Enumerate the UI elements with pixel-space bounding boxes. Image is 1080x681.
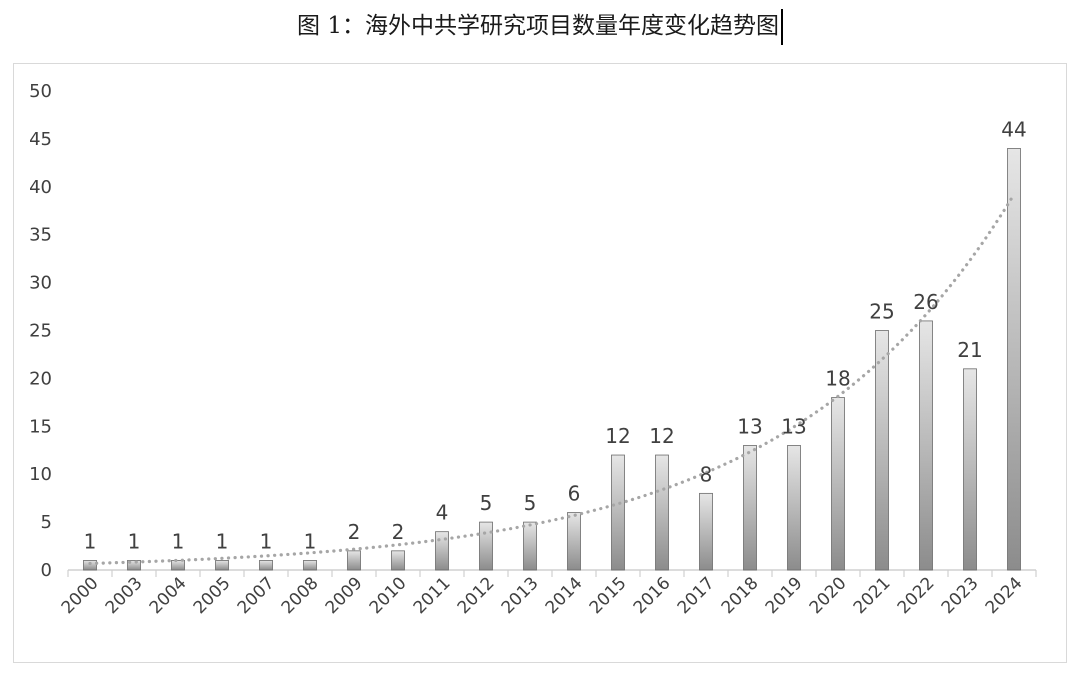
x-tick-label: 2012 — [454, 573, 499, 618]
data-label: 2 — [348, 520, 361, 544]
figure-caption: 图 1：海外中共学研究项目数量年度变化趋势图 — [0, 8, 1080, 45]
bar — [1007, 148, 1021, 571]
data-label: 25 — [869, 300, 894, 324]
data-label: 21 — [957, 338, 982, 362]
bar — [171, 560, 185, 571]
y-tick-label: 15 — [29, 416, 52, 437]
bar — [215, 560, 229, 571]
y-tick-label: 20 — [29, 368, 52, 389]
x-tick-label: 2014 — [542, 573, 587, 618]
data-label: 8 — [700, 462, 713, 486]
bar — [831, 397, 845, 571]
bars — [83, 148, 1021, 571]
x-tick-label: 2004 — [146, 573, 191, 618]
x-tick-labels: 2000 2003 2004 2005 2007 2008 2009 2010 2011 2012… — [58, 573, 1027, 618]
x-tick-label: 2000 — [58, 573, 103, 618]
bar — [83, 560, 97, 571]
x-tick-label: 2008 — [278, 573, 323, 618]
x-tick-label: 2016 — [630, 573, 675, 618]
data-label: 13 — [781, 414, 806, 438]
data-label: 5 — [480, 491, 493, 515]
y-tick-label: 5 — [41, 512, 52, 533]
y-tick-labels: 0 5 10 15 20 25 30 35 40 45 50 — [29, 81, 52, 581]
bar — [391, 550, 405, 571]
y-tick-label: 50 — [29, 81, 52, 102]
data-label: 5 — [524, 491, 537, 515]
data-label: 1 — [216, 529, 229, 553]
bar — [567, 512, 581, 571]
x-tick-label: 2007 — [234, 573, 279, 618]
x-tick-label: 2005 — [190, 573, 235, 618]
y-tick-label: 25 — [29, 321, 52, 342]
y-tick-label: 10 — [29, 464, 52, 485]
data-label: 12 — [605, 424, 630, 448]
x-tick-label: 2018 — [718, 573, 763, 618]
y-tick-label: 40 — [29, 177, 52, 198]
bar — [479, 521, 493, 571]
data-label: 1 — [84, 529, 97, 553]
axes — [67, 569, 1037, 577]
data-label: 26 — [913, 290, 938, 314]
data-label: 1 — [304, 529, 317, 553]
data-label: 44 — [1001, 117, 1026, 141]
bar — [743, 445, 757, 571]
y-tick-label: 45 — [29, 129, 52, 150]
bar — [919, 320, 933, 571]
y-tick-label: 30 — [29, 273, 52, 294]
data-label: 1 — [260, 529, 273, 553]
x-tick-label: 2024 — [982, 573, 1027, 618]
chart-frame — [13, 63, 1067, 663]
x-tick-label: 2010 — [366, 573, 411, 618]
x-tick-label: 2017 — [674, 573, 719, 618]
x-tick-label: 2015 — [586, 573, 631, 618]
bar — [435, 531, 449, 571]
data-label: 6 — [568, 482, 581, 506]
x-tick-label: 2011 — [410, 573, 455, 618]
data-label: 13 — [737, 414, 762, 438]
bar — [787, 445, 801, 571]
caption-text: 图 1：海外中共学研究项目数量年度变化趋势图 — [297, 13, 779, 39]
bar — [699, 492, 713, 571]
data-label: 2 — [392, 520, 405, 544]
bar — [655, 454, 669, 571]
bar — [303, 560, 317, 571]
y-tick-label: 0 — [41, 560, 52, 581]
bar — [963, 368, 977, 571]
x-tick-label: 2009 — [322, 573, 367, 618]
y-tick-label: 35 — [29, 225, 52, 246]
x-tick-label: 2023 — [938, 573, 983, 618]
x-tick-label: 2020 — [806, 573, 851, 618]
x-tick-label: 2013 — [498, 573, 543, 618]
bar — [523, 521, 537, 571]
x-tick-label: 2021 — [850, 573, 895, 618]
bar — [875, 330, 889, 571]
text-cursor — [780, 9, 783, 45]
bar — [347, 550, 361, 571]
data-label: 18 — [825, 367, 850, 391]
bar — [259, 560, 273, 571]
data-label: 12 — [649, 424, 674, 448]
bar — [611, 454, 625, 571]
bar — [127, 560, 141, 571]
x-tick-label: 2022 — [894, 573, 939, 618]
data-label: 1 — [128, 529, 141, 553]
x-tick-label: 2003 — [102, 573, 147, 618]
data-label: 4 — [436, 501, 449, 525]
data-label: 1 — [172, 529, 185, 553]
x-tick-label: 2019 — [762, 573, 807, 618]
